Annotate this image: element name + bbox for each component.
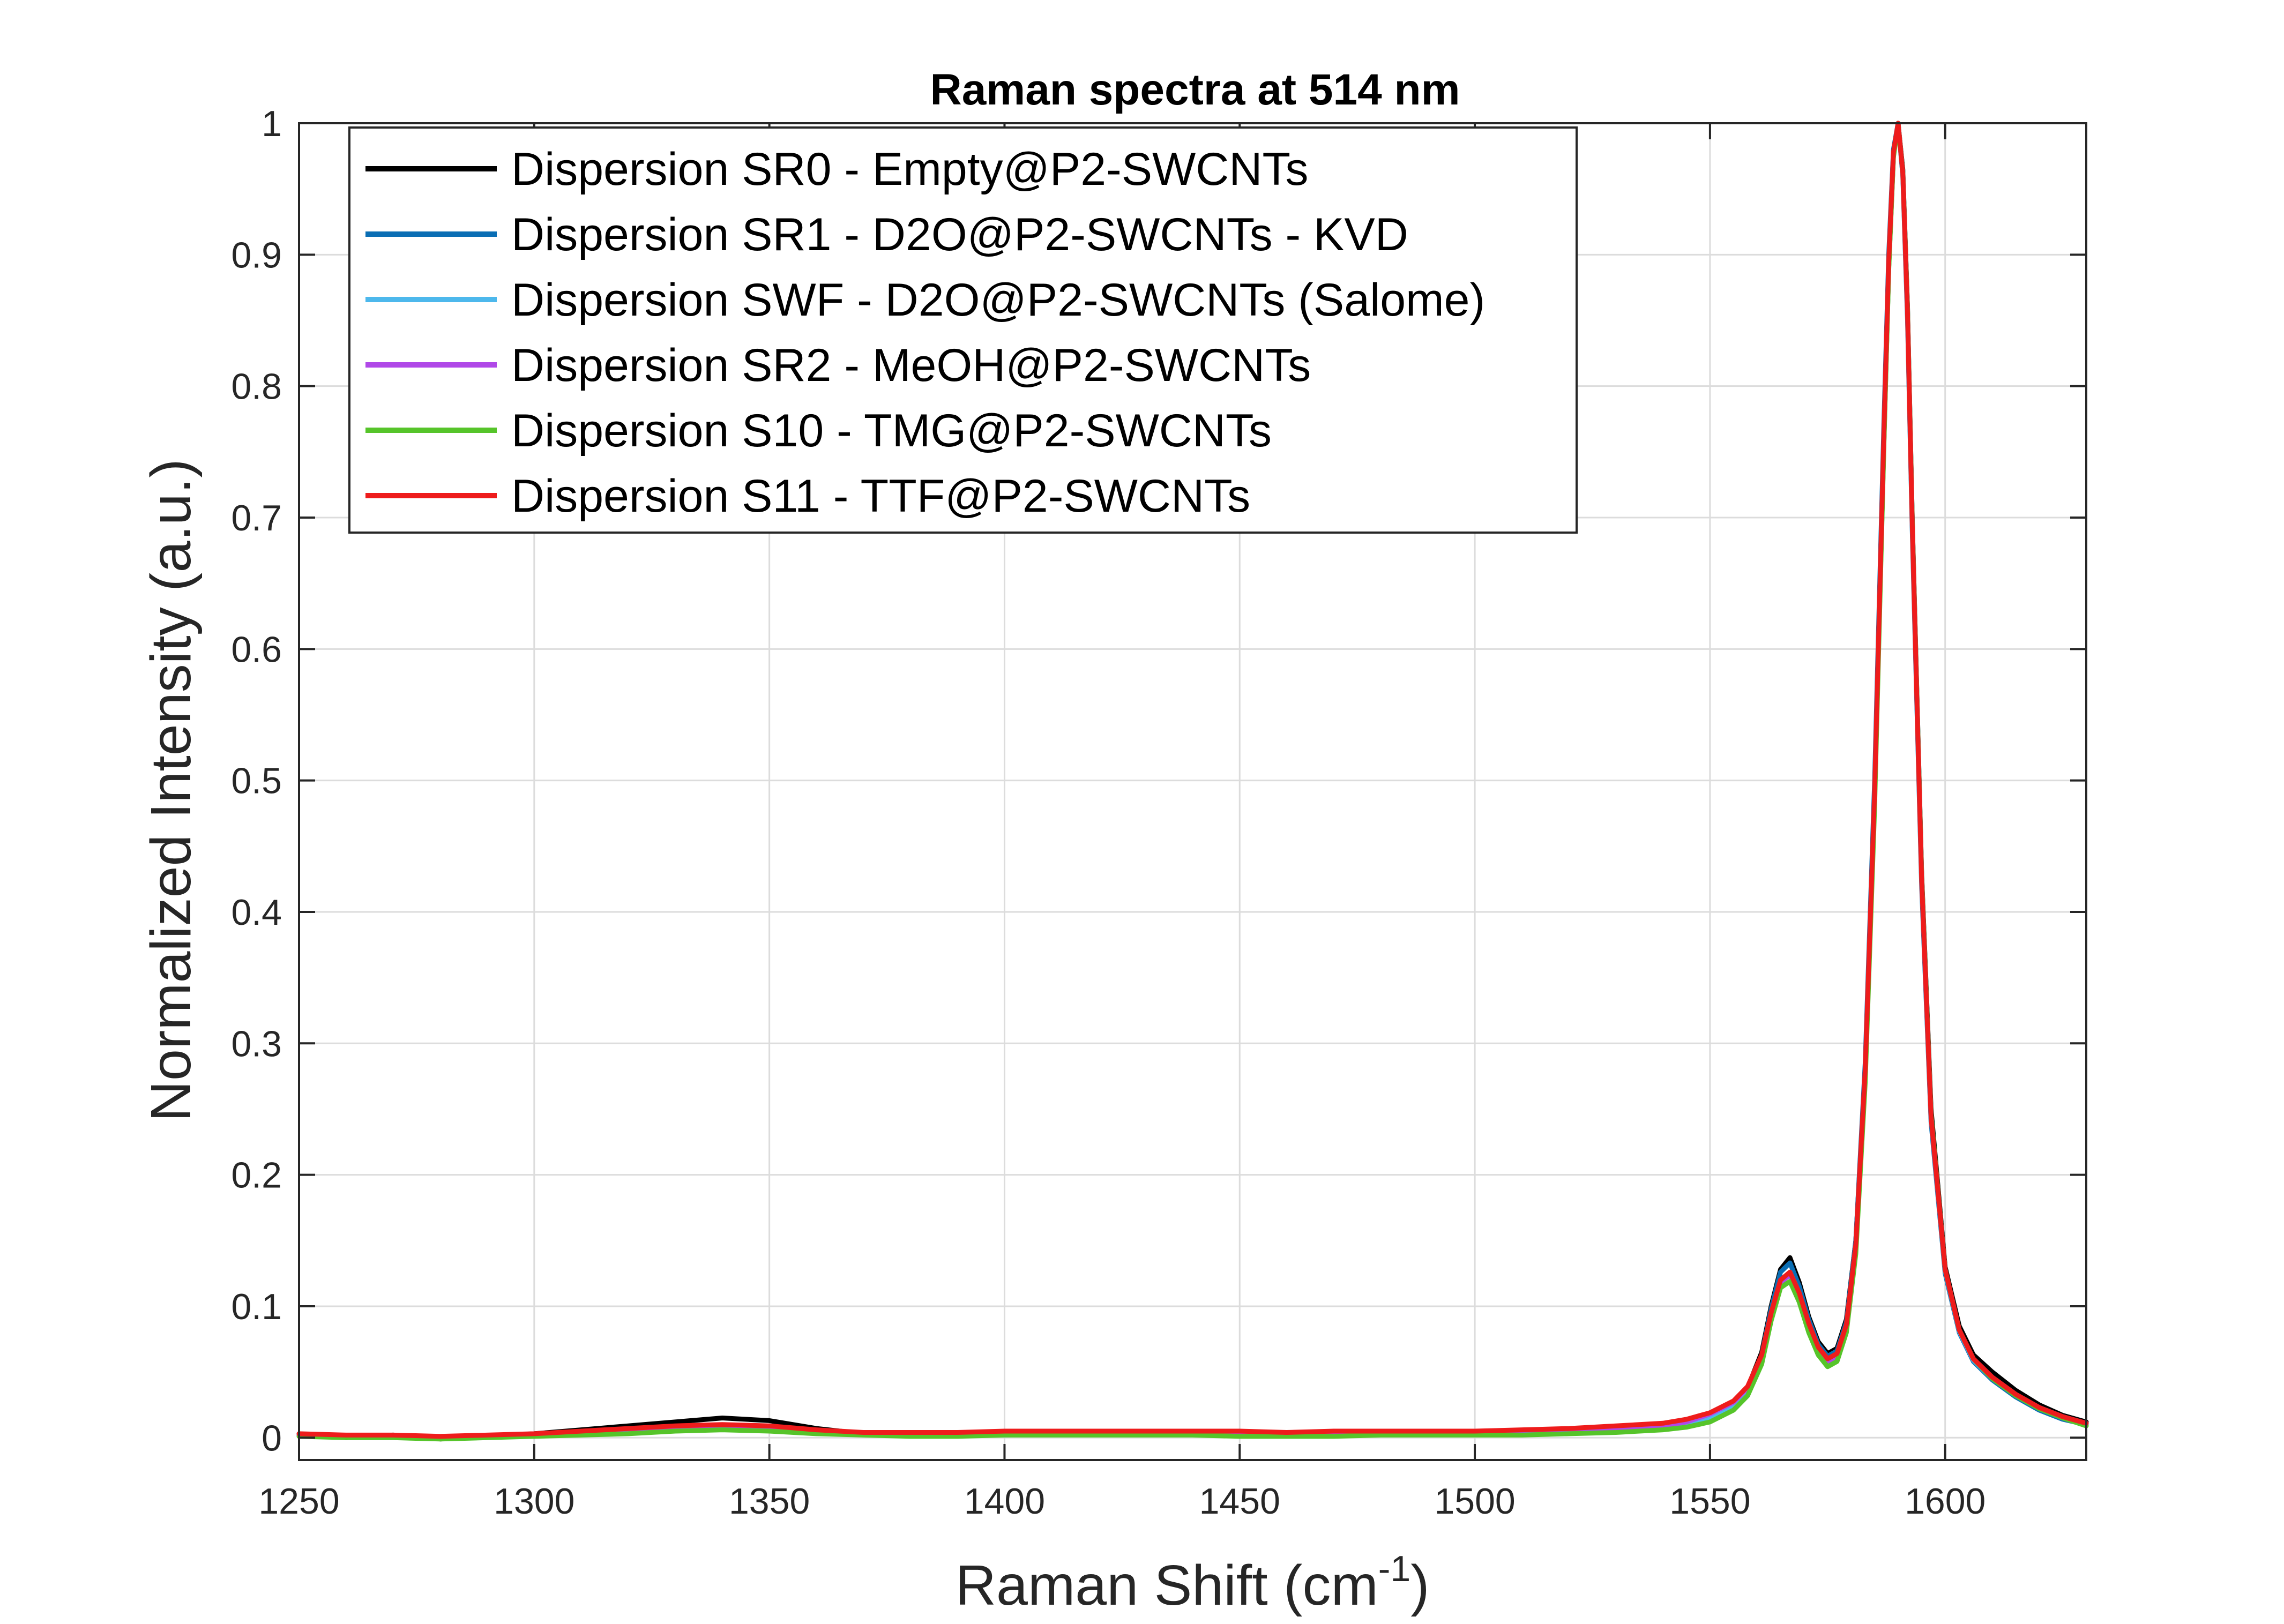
y-tick-label: 1 [262, 103, 282, 144]
x-tick-label: 1350 [729, 1481, 810, 1522]
chart-title: Raman spectra at 514 nm [930, 65, 1460, 114]
legend-label: Dispersion SWF - D2O@P2-SWCNTs (Salome) [511, 274, 1485, 326]
x-tick-label: 1400 [964, 1481, 1045, 1522]
x-axis-label-main: Raman Shift (cm [955, 1554, 1378, 1617]
series-line-6 [296, 121, 2089, 1439]
y-tick-label: 0.6 [231, 629, 282, 670]
y-tick-label: 0.4 [231, 892, 282, 933]
legend: Dispersion SR0 - Empty@P2-SWCNTs Dispersi… [348, 126, 1578, 534]
y-tick-label: 0.1 [231, 1286, 282, 1327]
x-axis-label: Raman Shift (cm-1) [955, 1548, 1429, 1617]
y-tick-label: 0.7 [231, 498, 282, 538]
x-tick-labels: 1250 1300 1350 1400 1450 1500 1550 1600 [258, 1481, 1986, 1522]
y-tick-label: 0.9 [231, 235, 282, 275]
x-tick-label: 1250 [258, 1481, 339, 1522]
x-tick-label: 1500 [1434, 1481, 1515, 1522]
x-tick-label: 1450 [1199, 1481, 1280, 1522]
y-tick-label: 0.8 [231, 366, 282, 407]
x-tick-label: 1300 [494, 1481, 574, 1522]
legend-label: Dispersion SR1 - D2O@P2-SWCNTs - KVD [511, 209, 1408, 260]
y-tick-label: 0.5 [231, 761, 282, 802]
y-tick-label: 0.3 [231, 1023, 282, 1064]
y-tick-label: 0.2 [231, 1155, 282, 1196]
legend-label: Dispersion SR2 - MeOH@P2-SWCNTs [511, 340, 1311, 391]
legend-box [348, 126, 1578, 534]
legend-label: Dispersion S11 - TTF@P2-SWCNTs [511, 470, 1250, 522]
x-axis-label-superscript: -1 [1378, 1548, 1410, 1589]
y-tick-labels: 0 0.1 0.2 0.3 0.4 0.5 0.6 0.7 0.8 0.9 1 [231, 103, 282, 1458]
y-tick-label: 0 [262, 1418, 282, 1458]
x-tick-label: 1600 [1905, 1481, 1986, 1522]
series-lines [296, 121, 2089, 1442]
legend-items: Dispersion SR0 - Empty@P2-SWCNTs Dispersi… [365, 144, 1485, 522]
y-axis-label: Normalized Intensity (a.u.) [139, 459, 203, 1121]
x-tick-label: 1550 [1669, 1481, 1750, 1522]
legend-label: Dispersion SR0 - Empty@P2-SWCNTs [511, 144, 1309, 195]
axes-box [298, 122, 2087, 1461]
legend-label: Dispersion S10 - TMG@P2-SWCNTs [511, 405, 1272, 456]
x-axis-label-suffix: ) [1410, 1554, 1429, 1617]
